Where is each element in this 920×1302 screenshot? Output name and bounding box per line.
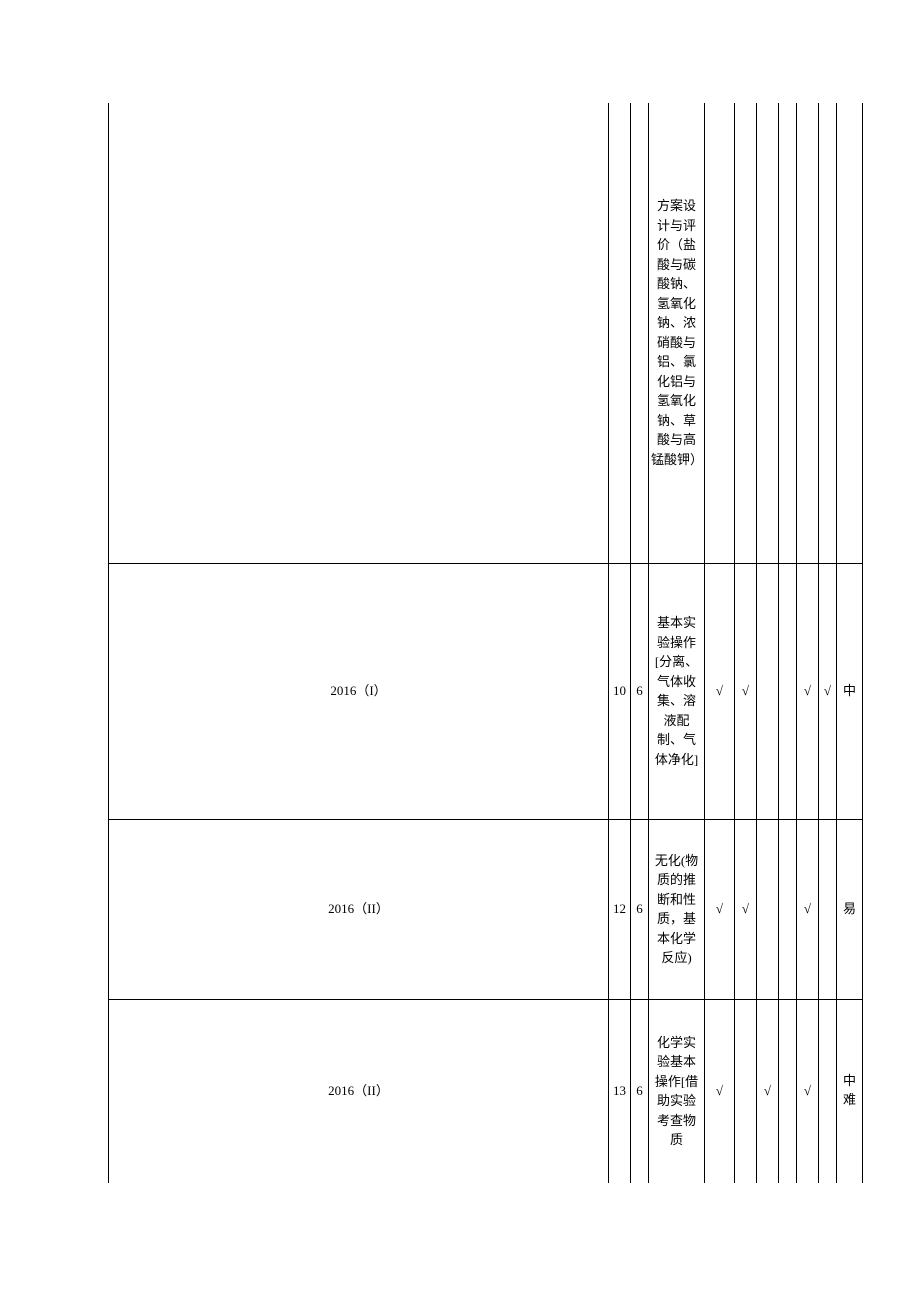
data-table: 方案设计与评价（盐酸与碳酸钠、氢氧化钠、浓硝酸与铝、氯化铝与氢氧化钠、草酸与高锰… bbox=[108, 103, 863, 1183]
table-cell: 易 bbox=[837, 819, 863, 999]
table-cell: √ bbox=[735, 819, 757, 999]
table-cell bbox=[819, 999, 837, 1183]
table-cell: 12 bbox=[609, 819, 631, 999]
table-cell: 中难 bbox=[837, 999, 863, 1183]
table-cell: 中 bbox=[837, 563, 863, 819]
table-cell bbox=[819, 819, 837, 999]
table-cell bbox=[757, 563, 779, 819]
page: 方案设计与评价（盐酸与碳酸钠、氢氧化钠、浓硝酸与铝、氯化铝与氢氧化钠、草酸与高锰… bbox=[0, 0, 920, 1302]
table-row: 2016（II）136化学实验基本操作[借助实验考查物质√√√中难 bbox=[109, 999, 863, 1183]
table-cell: 无化(物质的推断和性质，基本化学反应) bbox=[649, 819, 705, 999]
table-cell: 6 bbox=[631, 563, 649, 819]
table-row: 2016（II）126无化(物质的推断和性质，基本化学反应)√√√易 bbox=[109, 819, 863, 999]
table-cell: √ bbox=[757, 999, 779, 1183]
table-cell: √ bbox=[705, 563, 735, 819]
table-cell bbox=[609, 103, 631, 563]
table-row: 2016（I）106基本实验操作[分离、气体收集、溶液配制、气体净化]√√√√中 bbox=[109, 563, 863, 819]
table-cell: 2016（II） bbox=[109, 819, 609, 999]
table-cell bbox=[819, 103, 837, 563]
table-cell bbox=[631, 103, 649, 563]
table-cell: 6 bbox=[631, 819, 649, 999]
table-cell bbox=[757, 103, 779, 563]
table-cell bbox=[779, 999, 797, 1183]
table-cell bbox=[735, 103, 757, 563]
table-cell bbox=[735, 999, 757, 1183]
table-cell: √ bbox=[797, 999, 819, 1183]
table-cell bbox=[705, 103, 735, 563]
table-row: 方案设计与评价（盐酸与碳酸钠、氢氧化钠、浓硝酸与铝、氯化铝与氢氧化钠、草酸与高锰… bbox=[109, 103, 863, 563]
table-cell: √ bbox=[735, 563, 757, 819]
table-cell: 6 bbox=[631, 999, 649, 1183]
table-cell bbox=[779, 103, 797, 563]
table-cell: √ bbox=[819, 563, 837, 819]
table-cell bbox=[837, 103, 863, 563]
table-cell: 化学实验基本操作[借助实验考查物质 bbox=[649, 999, 705, 1183]
table-cell: 方案设计与评价（盐酸与碳酸钠、氢氧化钠、浓硝酸与铝、氯化铝与氢氧化钠、草酸与高锰… bbox=[649, 103, 705, 563]
table-cell: 10 bbox=[609, 563, 631, 819]
table-cell: √ bbox=[797, 819, 819, 999]
table-cell bbox=[779, 563, 797, 819]
table-cell: 基本实验操作[分离、气体收集、溶液配制、气体净化] bbox=[649, 563, 705, 819]
table-cell bbox=[109, 103, 609, 563]
table-cell bbox=[757, 819, 779, 999]
table-cell: √ bbox=[705, 819, 735, 999]
table-cell: 2016（I） bbox=[109, 563, 609, 819]
table-cell: √ bbox=[705, 999, 735, 1183]
table-cell: 2016（II） bbox=[109, 999, 609, 1183]
table-cell bbox=[797, 103, 819, 563]
table-cell bbox=[779, 819, 797, 999]
table-cell: √ bbox=[797, 563, 819, 819]
table-cell: 13 bbox=[609, 999, 631, 1183]
